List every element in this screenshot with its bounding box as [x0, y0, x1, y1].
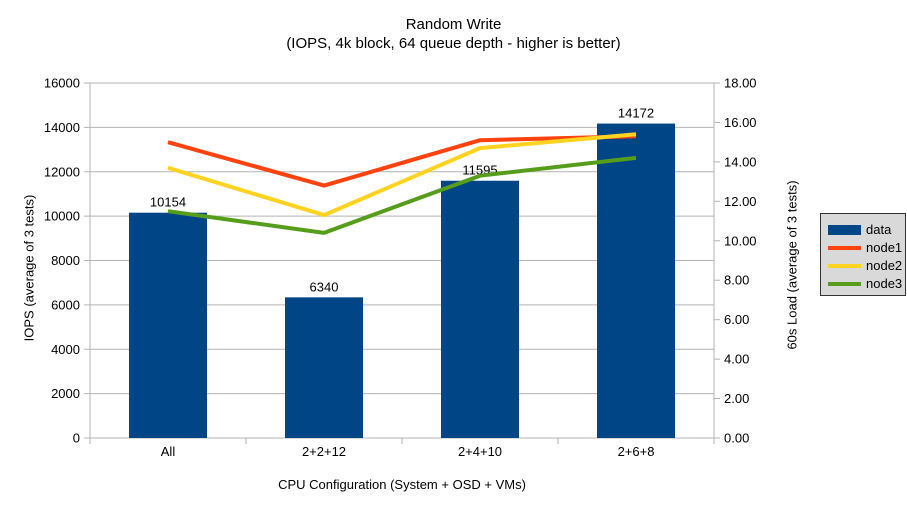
right-y-tick-label: 16.00 — [724, 115, 757, 130]
right-y-tick-label: 14.00 — [724, 154, 757, 169]
bar-value-label: 6340 — [310, 279, 339, 294]
right-y-tick-label: 0.00 — [724, 431, 749, 446]
left-y-tick-label: 8000 — [51, 253, 80, 268]
x-tick-label: 2+6+8 — [618, 444, 655, 459]
chart-title: Random Write (IOPS, 4k block, 64 queue d… — [0, 15, 907, 53]
left-y-tick-label: 16000 — [44, 76, 80, 91]
left-y-tick-label: 0 — [73, 431, 80, 446]
series-line-node1 — [167, 134, 637, 188]
legend-label-data: data — [866, 222, 892, 237]
legend-item-node1: node1 — [828, 239, 903, 256]
left-y-tick-label: 6000 — [51, 297, 80, 312]
left-y-tick-label: 2000 — [51, 386, 80, 401]
legend-label-node1: node1 — [866, 240, 903, 255]
x-tick-label: 2+4+10 — [458, 444, 502, 459]
legend-swatch-node1 — [828, 245, 861, 250]
chart-title-line2: (IOPS, 4k block, 64 queue depth - higher… — [286, 35, 621, 52]
right-y-tick-label: 2.00 — [724, 391, 749, 406]
bar — [597, 123, 675, 438]
legend-item-node3: node3 — [828, 275, 903, 292]
x-tick-label: All — [161, 444, 176, 459]
legend-item-node2: node2 — [828, 257, 903, 274]
series-line-node3 — [167, 155, 637, 235]
left-y-tick-label: 12000 — [44, 164, 80, 179]
legend-label-node2: node2 — [866, 258, 903, 273]
bar — [129, 212, 207, 438]
right-y-tick-label: 8.00 — [724, 273, 749, 288]
legend-swatch-data — [828, 224, 861, 235]
x-tick-label: 2+2+12 — [302, 444, 346, 459]
legend-item-data: data — [828, 221, 901, 238]
legend-swatch-node3 — [828, 281, 861, 286]
right-y-tick-label: 12.00 — [724, 194, 757, 209]
right-y-tick-label: 18.00 — [724, 76, 757, 91]
chart-title-line1: Random Write — [405, 16, 502, 33]
right-y-tick-label: 10.00 — [724, 233, 757, 248]
series-line-node2 — [167, 132, 637, 218]
right-y-tick-label: 6.00 — [724, 312, 749, 327]
legend-swatch-node2 — [828, 263, 861, 268]
legend-label-node3: node3 — [866, 276, 903, 291]
bar — [285, 297, 363, 438]
right-y-tick-label: 4.00 — [724, 352, 749, 367]
bar-value-label: 14172 — [618, 106, 654, 121]
bar — [441, 180, 519, 438]
legend: data node1 node2 node3 — [820, 213, 906, 296]
x-axis-title: CPU Configuration (System + OSD + VMs) — [278, 477, 526, 492]
bar-value-label: 10154 — [150, 195, 186, 210]
left-y-tick-label: 4000 — [51, 342, 80, 357]
left-y-tick-label: 14000 — [44, 120, 80, 135]
left-y-tick-label: 10000 — [44, 209, 80, 224]
